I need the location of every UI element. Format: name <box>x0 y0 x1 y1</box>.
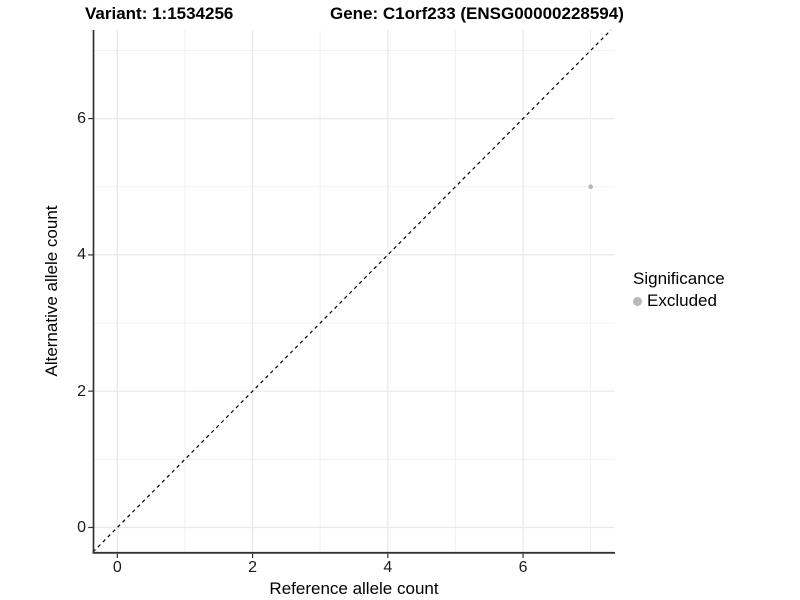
plot-title-variant: Variant: 1:1534256 <box>85 4 234 23</box>
x-tick-label: 0 <box>112 559 122 576</box>
y-axis-label: Alternative allele count <box>42 205 61 377</box>
identity-line <box>92 29 612 553</box>
y-tick-label: 4 <box>77 246 86 264</box>
x-tick-label: 6 <box>518 559 528 576</box>
x-axis-label: Reference allele count <box>269 579 439 598</box>
legend-point-icon <box>633 296 642 306</box>
y-tick-label: 2 <box>77 382 86 400</box>
plot-title-gene: Gene: C1orf233 (ENSG00000228594) <box>330 4 624 23</box>
legend-item-excluded: Excluded <box>633 291 725 311</box>
data-point <box>588 184 593 190</box>
legend-item-label: Excluded <box>647 291 717 310</box>
y-tick-label: 0 <box>77 518 86 536</box>
y-tick-label: 6 <box>77 110 86 128</box>
x-tick-label: 4 <box>383 559 393 576</box>
x-tick-label: 2 <box>248 559 258 576</box>
legend-title: Significance <box>633 269 725 288</box>
legend: Significance Excluded <box>633 269 725 311</box>
